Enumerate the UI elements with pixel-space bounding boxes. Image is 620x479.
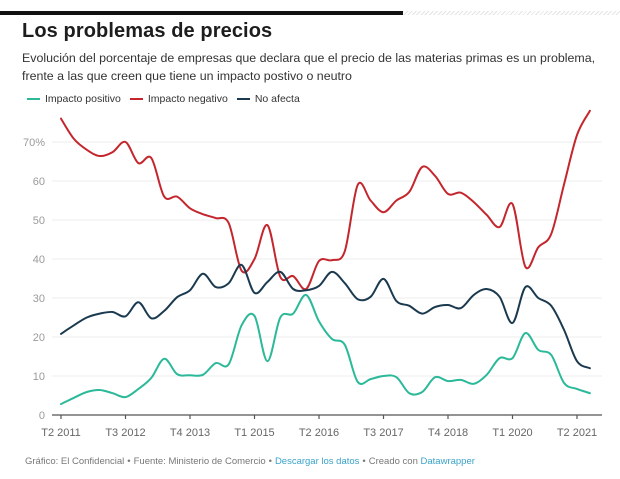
header-rule — [0, 11, 403, 15]
footer: Gráfico: El Confidencial • Fuente: Ministe… — [25, 456, 475, 467]
legend-label-neutral: No afecta — [254, 93, 300, 105]
footer-separator: • — [268, 456, 272, 467]
series-line-negative — [60, 109, 591, 291]
y-tick-label: 10 — [33, 371, 45, 383]
footer-source: Fuente: Ministerio de Comercio — [133, 456, 266, 467]
x-tick-label: T2 2021 — [557, 427, 597, 439]
legend-item-negative: Impacto negativo — [129, 93, 228, 105]
legend-swatch-positive — [27, 97, 40, 101]
x-tick-label: T3 2012 — [105, 427, 145, 439]
footer-created-with: Creado con — [368, 456, 418, 467]
download-data-link[interactable]: Descargar los datos — [274, 456, 360, 467]
line-chart: 0 10 20 30 40 50 60 70% T2 2011 T3 2012 T4 2013 T1… — [23, 109, 602, 439]
gridlines — [52, 141, 602, 377]
y-tick-label: 50 — [33, 215, 45, 227]
legend-item-neutral: No afecta — [236, 93, 300, 105]
footer-separator: • — [127, 456, 131, 467]
x-tick-label: T3 2017 — [363, 427, 403, 439]
legend: Impacto positivo Impacto negativo No afe… — [27, 93, 309, 105]
y-tick-label: 0 — [39, 410, 45, 422]
series-line-positive — [60, 293, 591, 406]
x-tick-label: T4 2018 — [428, 427, 468, 439]
series-line-neutral — [60, 263, 591, 370]
legend-label-positive: Impacto positivo — [45, 93, 121, 105]
footer-separator: • — [362, 456, 366, 467]
x-tick-label: T4 2013 — [170, 427, 210, 439]
legend-swatch-negative — [129, 97, 143, 101]
y-tick-label: 40 — [33, 254, 45, 266]
y-axis-ticks: 0 10 20 30 40 50 60 70% — [23, 137, 45, 422]
legend-item-positive: Impacto positivo — [27, 93, 121, 105]
chart-subtitle: Evolución del porcentaje de empresas que… — [22, 51, 596, 83]
y-tick-label: 30 — [33, 293, 45, 305]
y-tick-label: 70% — [23, 137, 45, 149]
series-lines — [60, 109, 591, 406]
y-tick-label: 20 — [33, 332, 45, 344]
legend-swatch-neutral — [236, 97, 250, 101]
x-tick-label: T2 2016 — [299, 427, 339, 439]
x-tick-label: T1 2020 — [492, 427, 532, 439]
legend-label-negative: Impacto negativo — [147, 93, 228, 105]
datawrapper-link[interactable]: Datawrapper — [420, 456, 475, 467]
footer-credit: Gráfico: El Confidencial — [25, 456, 125, 467]
x-axis: T2 2011 T3 2012 T4 2013 T1 2015 T2 2016 T3 20… — [41, 414, 602, 439]
x-tick-label: T1 2015 — [234, 427, 274, 439]
chart-title: Los problemas de precios — [22, 20, 273, 42]
header-stripe — [403, 11, 620, 15]
x-tick-label: T2 2011 — [41, 427, 81, 439]
y-tick-label: 60 — [33, 176, 45, 188]
